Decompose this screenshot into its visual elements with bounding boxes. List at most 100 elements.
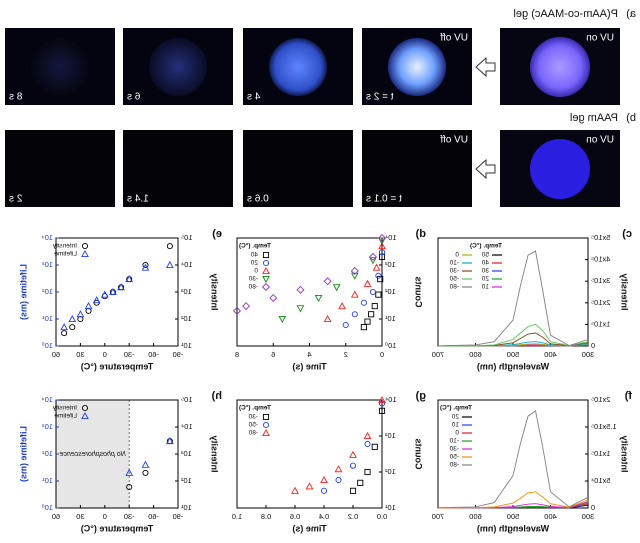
y-axis-title: Counts [414,277,424,308]
panel-label: h) [211,390,222,402]
legend-marker [262,275,270,284]
marker [126,483,133,491]
marker [350,272,359,280]
marker [117,283,125,291]
legend-label: Lifetime [54,413,77,420]
y-tick-label: 10⁵ [181,233,192,242]
y2-tick-label: 10² [42,449,53,458]
y-tick-label: 1x10⁵ [591,319,610,328]
legend-marker [81,411,89,420]
x-axis-title: Temperature (°C) [81,523,153,533]
y-axis-title: Intensity [620,435,630,472]
y-tick-label: 10³ [385,260,396,269]
x-tick-label: 0.0 [377,512,387,521]
y-tick-label: 10⁴ [385,395,397,404]
marker [371,443,378,450]
x-tick-label: 400 [544,512,557,521]
x-tick-label: 1.0 [232,512,242,521]
spectrum-line [437,410,589,509]
legend-label: 20 [451,414,459,421]
marker [335,476,342,484]
marker [269,293,278,303]
legend-label: 30 [481,268,489,275]
legend-label: Intensity [52,405,77,412]
y2-tick-label: 10³ [42,260,53,269]
legend-label: -30 [248,276,258,283]
marker [232,306,242,315]
x-tick-label: 60 [52,512,60,521]
y-tick-label: 10⁵ [181,395,192,404]
y-tick-label: 3x10⁵ [591,276,610,285]
legend-marker [81,242,89,250]
legend-label: -50 [449,454,459,461]
y-tick-label: 1.5x10⁵ [591,422,617,431]
legend-title: Temp. (°C) [239,242,271,250]
x-tick-label: 0.2 [348,512,358,521]
y-axis-title: Counts [414,439,424,470]
gel-glow [31,38,89,96]
marker [350,290,359,298]
x-tick-label: 400 [544,350,557,359]
legend-label: 0 [254,268,258,275]
y-axis-title: Intensity [210,273,220,310]
arrow [475,56,496,78]
x-axis-title: Wavelength (nm) [477,361,549,371]
marker [278,315,287,324]
marker [320,487,328,494]
x-tick-label: 0 [380,350,384,359]
legend-label: Intensity [52,243,77,250]
y-tick-label: 0 [591,503,595,512]
marker [378,237,386,245]
arrow [475,158,496,180]
marker [360,324,367,331]
plot-frame [437,399,589,509]
marker [296,305,305,313]
legend-marker [262,266,270,275]
legend-marker [262,428,270,437]
legend-marker [262,251,270,259]
x-tick-label: 30 [76,350,84,359]
x-tick-label: 500 [507,512,520,521]
marker [100,290,109,298]
marker [368,252,377,261]
marker [60,323,69,331]
x-tick-label: 0.4 [319,512,329,521]
marker [332,284,341,292]
x-tick-label: 600 [469,350,482,359]
marker [349,487,357,494]
legend-marker [262,421,270,429]
marker [68,314,77,323]
marker [364,318,371,325]
y2-tick-label: 10² [42,287,53,296]
photo-caption: 8 s [9,92,22,103]
panel-label: d) [415,228,426,240]
marker [378,242,386,250]
x-tick-label: -60 [148,350,159,359]
marker [351,311,358,318]
legend-label: -30 [449,268,459,275]
legend-label: 0 [455,252,459,259]
shaded-region [56,400,130,508]
marker [69,324,76,331]
marker [364,440,371,448]
y2-tick-label: 10⁰ [42,503,53,512]
marker [375,272,382,279]
marker [364,468,371,476]
panel-title: P(AAm-co-MAAc) gel [513,8,618,20]
marker [378,249,386,256]
x-tick-label: 500 [507,350,520,359]
photo-caption: 2 s [9,194,22,205]
marker [377,233,387,243]
legend-label: 10 [451,422,459,429]
marker [363,279,372,287]
photo [243,130,353,207]
x-tick-label: -30 [124,350,135,359]
annotation: No phosphorescence [59,451,125,458]
legend-label: 40 [250,252,258,259]
marker [141,263,150,271]
legend-label: 50 [481,252,489,259]
x-tick-label: 700 [432,350,445,359]
x-tick-label: 700 [432,512,445,521]
legend-label: -80 [449,462,459,469]
y-tick-label: 10³ [181,449,192,458]
